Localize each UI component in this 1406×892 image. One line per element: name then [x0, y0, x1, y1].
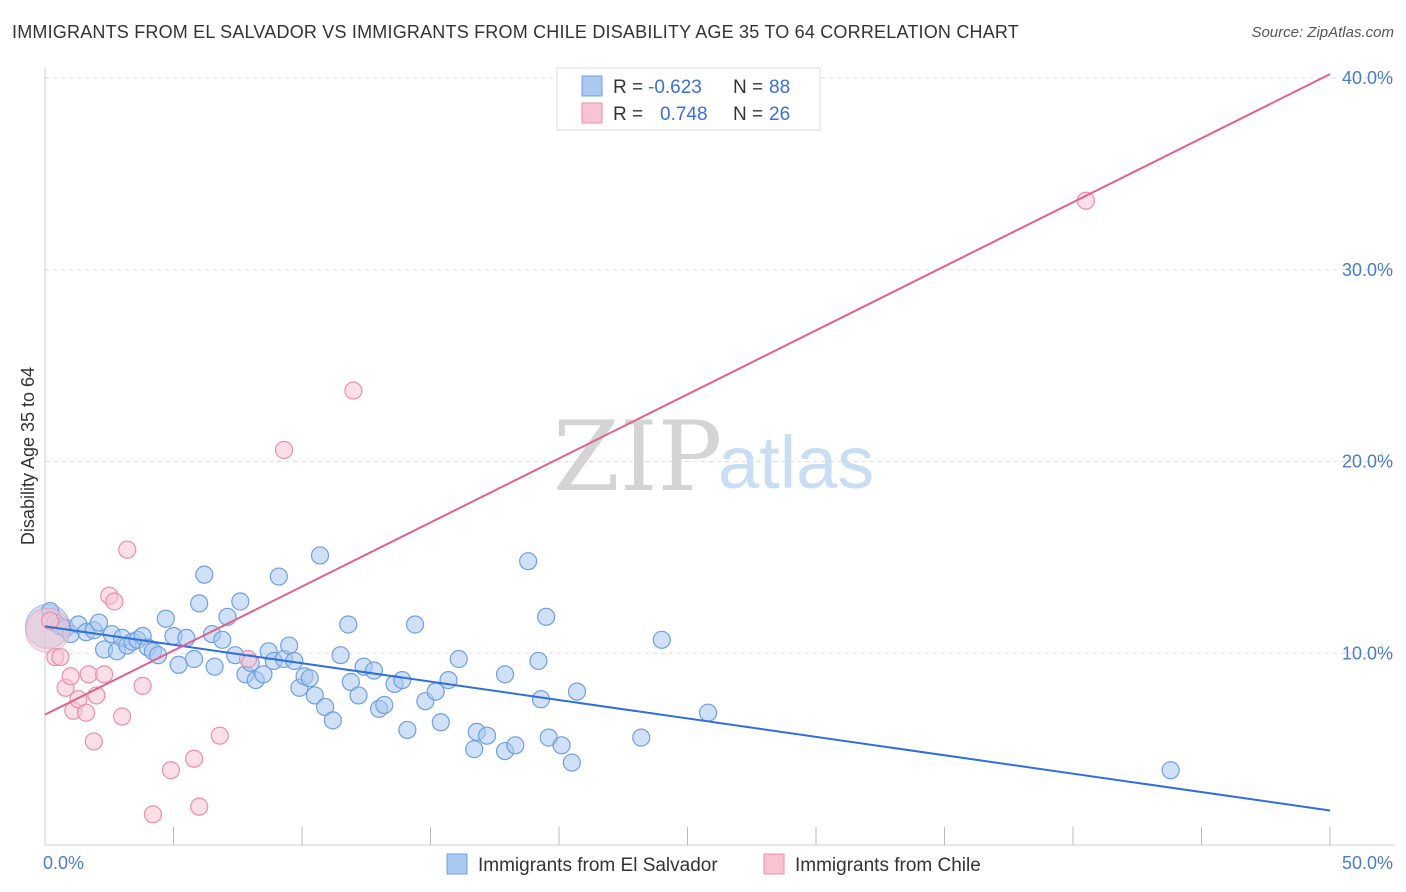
data-point: [269, 567, 288, 586]
data-point: [79, 665, 98, 684]
y-tick-label: 40.0%: [1342, 68, 1393, 88]
data-point: [41, 611, 60, 630]
data-point: [316, 697, 335, 717]
data-point: [184, 749, 204, 768]
data-point: [190, 594, 209, 613]
data-point: [339, 615, 358, 634]
data-point: [477, 726, 497, 745]
y-tick-label: 10.0%: [1342, 643, 1393, 663]
data-point: [238, 649, 258, 669]
data-point: [331, 646, 350, 665]
trend-lines: [44, 73, 1331, 812]
data-point: [310, 546, 330, 565]
data-point: [184, 649, 204, 669]
data-point: [210, 726, 229, 745]
data-point: [562, 753, 581, 772]
y-tick-labels: 10.0% 20.0% 30.0% 40.0%: [1342, 68, 1393, 663]
watermark-atlas: atlas: [718, 421, 874, 504]
data-point: [190, 797, 209, 816]
legend-label-el-salvador: Immigrants from El Salvador: [478, 855, 718, 876]
data-point: [274, 440, 294, 460]
stats-n-value-1: 26: [769, 104, 790, 125]
data-point: [552, 736, 571, 755]
x-tick-labels: 0.0% 50.0%: [43, 853, 1393, 873]
stats-r-value-1: 0.748: [660, 104, 708, 125]
data-point: [495, 665, 515, 684]
stats-legend: R = -0.623 N = 88 R = 0.748 N = 26: [556, 67, 821, 131]
data-point: [567, 682, 587, 701]
data-point: [213, 630, 232, 649]
legend-swatch-chile: [763, 853, 785, 875]
y-axis-label: Disability Age 35 to 64: [18, 367, 38, 545]
x-tick-label: 50.0%: [1342, 853, 1393, 873]
bottom-legend: Immigrants from El Salvador Immigrants f…: [446, 853, 981, 876]
data-point: [143, 805, 163, 824]
axes: [44, 68, 1395, 846]
stats-r-label-1: R =: [613, 104, 643, 125]
data-point: [632, 728, 651, 747]
stats-n-value-0: 88: [769, 77, 790, 98]
data-point: [529, 651, 548, 671]
data-point: [506, 736, 525, 755]
grid-lines: [45, 77, 1395, 654]
data-point: [133, 676, 152, 695]
data-point: [300, 669, 319, 688]
data-point: [323, 711, 342, 730]
data-point: [84, 732, 103, 751]
watermark-zip: ZIP: [553, 401, 722, 513]
legend-swatch-el-salvador: [446, 853, 468, 875]
trend-line: [44, 625, 1331, 812]
data-point: [341, 672, 360, 692]
data-point: [349, 686, 368, 705]
source-label: Source: ZipAtlas.com: [1251, 24, 1394, 41]
y-tick-label: 30.0%: [1342, 260, 1393, 280]
data-point: [405, 615, 425, 634]
data-point: [77, 703, 96, 722]
x-tick-label: 0.0%: [43, 853, 84, 873]
data-point: [254, 665, 273, 684]
data-point: [537, 607, 556, 626]
data-point: [89, 613, 109, 632]
data-point: [465, 740, 484, 759]
data-point: [364, 661, 384, 680]
data-point: [449, 649, 468, 669]
stats-r-value-0: -0.623: [648, 77, 702, 98]
data-point: [698, 703, 718, 722]
data-point: [344, 381, 363, 400]
data-point: [305, 686, 324, 705]
y-tick-label: 20.0%: [1342, 452, 1393, 472]
data-point: [1161, 761, 1180, 780]
data-point: [393, 670, 412, 690]
data-point: [231, 592, 250, 611]
data-point: [161, 761, 181, 780]
data-point: [398, 720, 417, 740]
data-point: [652, 630, 671, 649]
data-point: [112, 707, 132, 726]
data-point: [105, 592, 124, 611]
data-point: [156, 609, 175, 628]
stats-r-label-0: R =: [613, 77, 643, 98]
stats-legend-swatch-chile: [581, 102, 603, 124]
stats-legend-swatch-el-salvador: [581, 75, 603, 97]
stats-n-label-0: N =: [733, 77, 763, 98]
data-point: [195, 565, 214, 584]
data-point: [118, 540, 137, 559]
data-point: [205, 657, 224, 676]
data-point: [95, 665, 114, 684]
stats-n-label-1: N =: [733, 104, 763, 125]
data-point: [375, 695, 394, 715]
data-point: [280, 636, 299, 655]
legend-label-chile: Immigrants from Chile: [795, 855, 981, 876]
data-point: [61, 667, 80, 686]
chart-title: IMMIGRANTS FROM EL SALVADOR VS IMMIGRANT…: [12, 22, 1019, 42]
trend-line: [44, 73, 1331, 716]
data-point: [51, 647, 70, 667]
data-point: [431, 713, 450, 732]
data-point: [519, 552, 538, 571]
data-point: [169, 655, 188, 674]
